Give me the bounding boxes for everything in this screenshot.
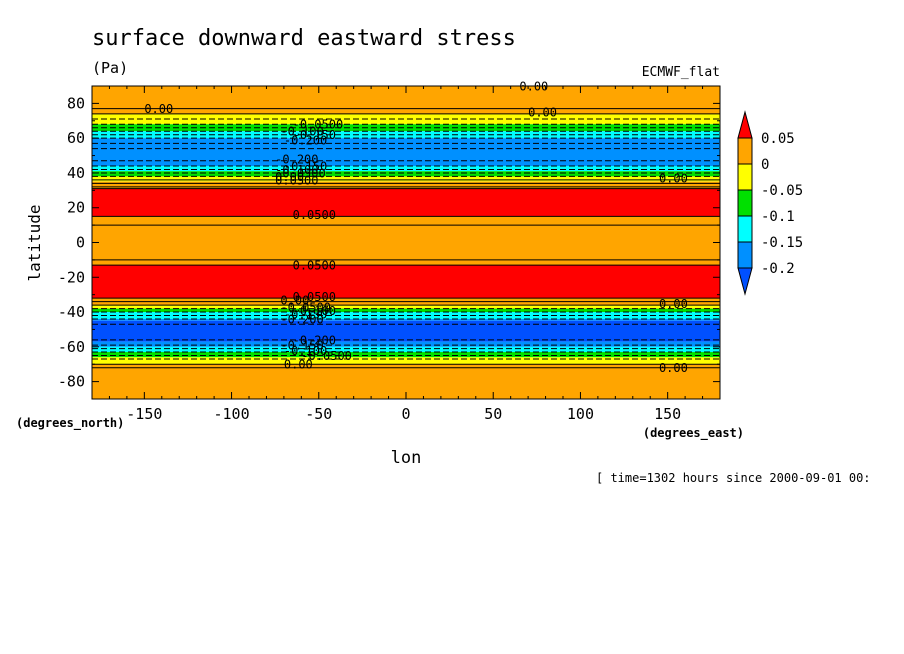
contour-band	[92, 176, 720, 182]
contour-label: 0.00	[275, 170, 304, 184]
contour-label: -0.200	[284, 133, 327, 147]
x-axis-ticks: -150 -100 -50 0 50 100 150	[108, 86, 704, 423]
y-axis-label: latitude	[25, 204, 44, 281]
contour-label: 0.00	[528, 106, 557, 120]
contour-label: 0.00	[284, 358, 313, 372]
colorbar-swatch	[737, 189, 753, 217]
contour-band	[92, 165, 720, 172]
colorbar-swatch	[737, 163, 753, 191]
y-tick-label: 20	[67, 199, 85, 217]
contour-band	[92, 188, 720, 217]
colorbar-label: -0.2	[761, 261, 795, 277]
contour-band	[92, 320, 720, 342]
y-tick-label: 80	[67, 94, 85, 112]
contour-label: 0.00	[280, 293, 309, 307]
colorbar-arrow-top	[737, 110, 753, 139]
contour-label: -0.100	[280, 125, 323, 139]
contour-band	[92, 305, 720, 309]
y-tick-label: -20	[58, 268, 85, 286]
x-tick-label: 150	[654, 405, 681, 423]
contour-label: 0.00	[659, 172, 688, 186]
y-tick-label: -60	[58, 338, 85, 356]
contour-band	[92, 341, 720, 347]
x-tick-label: -150	[126, 405, 162, 423]
contour-label: 0.00	[144, 102, 173, 116]
contour-band	[92, 181, 720, 189]
contour-label: 0.00	[659, 361, 688, 375]
y-tick-label: 0	[76, 234, 85, 252]
y-units-label: (degrees_north)	[16, 416, 124, 431]
contour-label: -0.0500	[301, 349, 352, 363]
colorbar-label: -0.1	[761, 209, 795, 225]
time-footer: [ time=1302 hours since 2000-09-01 00:	[596, 471, 871, 485]
contour-label: -0.0500	[280, 300, 331, 314]
colorbar-label: -0.15	[761, 235, 803, 251]
contour-label: 0.0500	[293, 290, 336, 304]
contour-band	[92, 319, 720, 321]
x-units-label: (degrees_east)	[643, 426, 744, 441]
contour-label: 0.0500	[275, 173, 318, 187]
contour-band	[92, 131, 720, 139]
contour-band	[92, 308, 720, 313]
contour-band	[92, 171, 720, 177]
contour-band	[92, 216, 720, 266]
y-tick-label: -40	[58, 303, 85, 321]
contour-label: 0.0500	[293, 259, 336, 273]
contour-label: -0.150	[280, 339, 323, 353]
contour-label: -0.0500	[275, 166, 326, 180]
y-axis-ticks: 80 60 40 20 0 -20 -40 -60 -80	[58, 85, 720, 400]
contour-band	[92, 357, 720, 365]
contour-band	[92, 265, 720, 299]
x-tick-label: -50	[305, 405, 332, 423]
x-tick-label: -100	[213, 405, 249, 423]
colorbar-swatch	[737, 241, 753, 269]
contour-label: -0.200	[280, 312, 323, 326]
contour-band	[92, 346, 720, 353]
contour-label: -0.100	[284, 344, 327, 358]
colorbar-label: 0.05	[761, 131, 795, 147]
colorbar-label: -0.05	[761, 183, 803, 199]
chart-title: surface downward eastward stress	[92, 26, 516, 51]
chart-units: (Pa)	[92, 59, 128, 77]
contour-label: -0.100	[293, 304, 336, 318]
x-tick-label: 50	[484, 405, 502, 423]
colorbar-arrow-bottom	[737, 267, 753, 296]
y-tick-label: 40	[67, 164, 85, 182]
x-tick-label: 0	[401, 405, 410, 423]
contour-label: -0.200	[293, 333, 336, 347]
contour-band	[92, 352, 720, 358]
x-tick-label: 100	[567, 405, 594, 423]
contour-label: -0.150	[284, 307, 327, 321]
contour-label: -0.150	[284, 159, 327, 173]
y-tick-label: -80	[58, 373, 85, 391]
contour-band	[92, 312, 720, 320]
contour-band	[92, 124, 720, 132]
colorbar-swatch	[737, 215, 753, 243]
contour-label: 0.0500	[293, 208, 336, 222]
contour-label: -0.0500	[293, 118, 344, 132]
colorbar: 0.05 0 -0.05 -0.1 -0.15 -0.2	[737, 110, 803, 296]
contour-band	[92, 113, 720, 125]
colorbar-label: 0	[761, 157, 769, 173]
contour-lines	[92, 108, 720, 369]
contour-label: -0.200	[275, 153, 318, 167]
contour-labels: 0.000.00 0.00-0.0500-0.100-0.150-0.200-0.…	[144, 79, 688, 375]
contour-label: -0.150	[293, 128, 336, 142]
colorbar-swatch	[737, 137, 753, 165]
dataset-label: ECMWF_flat	[642, 65, 720, 80]
y-tick-label: 60	[67, 129, 85, 147]
contour-label: 0.00	[659, 297, 688, 311]
contour-band	[92, 138, 720, 166]
x-axis-label: lon	[391, 448, 422, 468]
contour-label: -0.100	[275, 163, 318, 177]
